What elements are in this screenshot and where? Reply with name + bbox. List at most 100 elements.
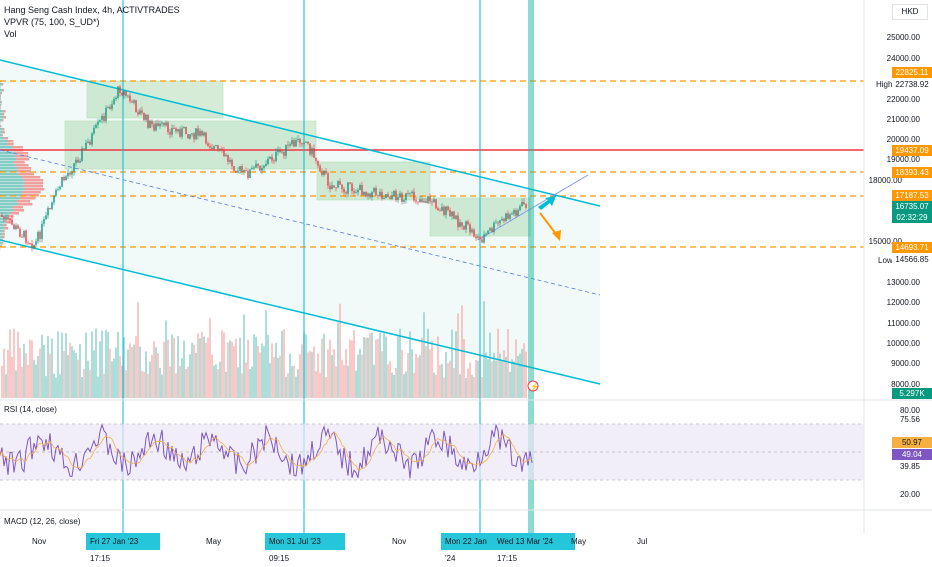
volume-bar (25, 353, 27, 398)
candle-body (115, 98, 116, 99)
macd-label[interactable]: MACD (12, 26, close) (4, 517, 80, 526)
vpvr-bar (0, 191, 22, 194)
candle-body (415, 201, 416, 202)
candle-body (361, 185, 362, 195)
volume-bar (435, 375, 437, 398)
vpvr-bar (0, 224, 4, 227)
candle-body (121, 93, 122, 95)
volume-bar (233, 346, 235, 398)
candle-body (505, 213, 506, 221)
candle-body (523, 202, 524, 204)
time-axis[interactable]: Nov Fri 27 Jan '23 17:15 May Mon 31 Jul … (0, 533, 932, 550)
vpvr-bar (2, 236, 4, 239)
vpvr-bar (22, 176, 40, 179)
vpvr-bar (0, 137, 4, 140)
volume-bar (397, 337, 399, 398)
vpvr-indicator-label[interactable]: VPVR (75, 100, S_UD*) (4, 16, 180, 28)
candle-body (55, 190, 56, 195)
volume-bar (193, 345, 195, 398)
vpvr-bar (13, 206, 23, 209)
high-value: 22738.92 (892, 79, 932, 90)
candle-body (489, 228, 490, 230)
vpvr-bar (0, 89, 2, 92)
candle-body (273, 161, 274, 162)
volume-bar (31, 341, 33, 398)
candle-body (3, 217, 4, 219)
volume-bar (459, 374, 461, 398)
candle-body (1, 215, 2, 217)
candle-body (267, 159, 268, 164)
volume-bar (361, 355, 363, 398)
volume-indicator-label[interactable]: Vol (4, 28, 180, 40)
candle-body (147, 115, 148, 128)
volume-bar (373, 365, 375, 398)
volume-bar (17, 332, 19, 398)
volume-bar (251, 367, 253, 398)
candle-body (395, 191, 396, 200)
candle-body (287, 145, 288, 146)
volume-bar (43, 345, 45, 398)
candle-body (457, 216, 458, 227)
candle-body (229, 160, 230, 162)
volume-bar (277, 358, 279, 398)
candle-body (421, 199, 422, 202)
volume-bar (493, 353, 495, 398)
volume-bar (235, 339, 237, 398)
volume-bar (147, 374, 149, 398)
rsi-label[interactable]: RSI (14, close) (4, 405, 57, 414)
candle-body (105, 108, 106, 121)
candle-body (425, 201, 426, 203)
candle-body (347, 182, 348, 193)
candle-body (25, 231, 26, 243)
candle-body (265, 164, 266, 166)
time-highlight: Mon 22 Jan '24 (441, 533, 493, 550)
volume-bar (321, 339, 323, 398)
volume-bar (523, 343, 525, 398)
candle-body (213, 146, 214, 149)
vpvr-bar (4, 227, 8, 230)
candle-body (349, 182, 350, 183)
candle-body (113, 99, 114, 104)
candle-body (451, 211, 452, 216)
vpvr-bar (3, 230, 5, 233)
volume-bar (169, 367, 171, 398)
time-highlight: Fri 27 Jan '23 17:15 (86, 533, 160, 550)
volume-bar (127, 350, 129, 398)
candle-body (27, 243, 28, 244)
volume-bar (81, 377, 83, 398)
candle-body (443, 207, 444, 215)
candle-body (389, 197, 390, 199)
candle-body (131, 101, 132, 102)
volume-bar (83, 369, 85, 398)
price-chart[interactable]: ⚡ (0, 0, 932, 550)
volume-bar (213, 365, 215, 398)
candle-body (503, 219, 504, 221)
candle-body (359, 185, 360, 190)
vpvr-bar (19, 173, 34, 176)
candle-body (119, 87, 120, 94)
volume-bar (427, 329, 429, 398)
time-tick: May (571, 537, 586, 546)
candle-body (171, 128, 172, 135)
candle-body (223, 149, 224, 156)
candle-body (249, 169, 250, 178)
candle-body (69, 173, 70, 175)
volume-bar (133, 344, 135, 398)
vpvr-bar (0, 155, 15, 158)
time-tick: May (206, 537, 221, 546)
symbol-title[interactable]: Hang Seng Cash Index, 4h, ACTIVTRADES (4, 4, 180, 16)
time-highlight: Mon 31 Jul '23 09:15 (265, 533, 345, 550)
candle-body (159, 124, 160, 126)
level-tag: 19437.09 (892, 145, 932, 156)
rsi-value: 50.97 (892, 437, 932, 448)
volume-bar (201, 332, 203, 398)
candle-body (67, 173, 68, 176)
volume-bar (409, 331, 411, 398)
candle-body (53, 195, 54, 202)
candle-body (245, 170, 246, 171)
candle-body (87, 142, 88, 143)
candle-body (183, 127, 184, 128)
volume-bar (63, 351, 65, 398)
volume-bar (217, 369, 219, 398)
vpvr-bar (4, 137, 8, 140)
